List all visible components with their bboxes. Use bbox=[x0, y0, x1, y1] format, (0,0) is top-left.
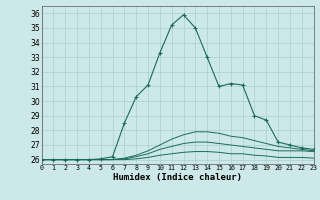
X-axis label: Humidex (Indice chaleur): Humidex (Indice chaleur) bbox=[113, 173, 242, 182]
